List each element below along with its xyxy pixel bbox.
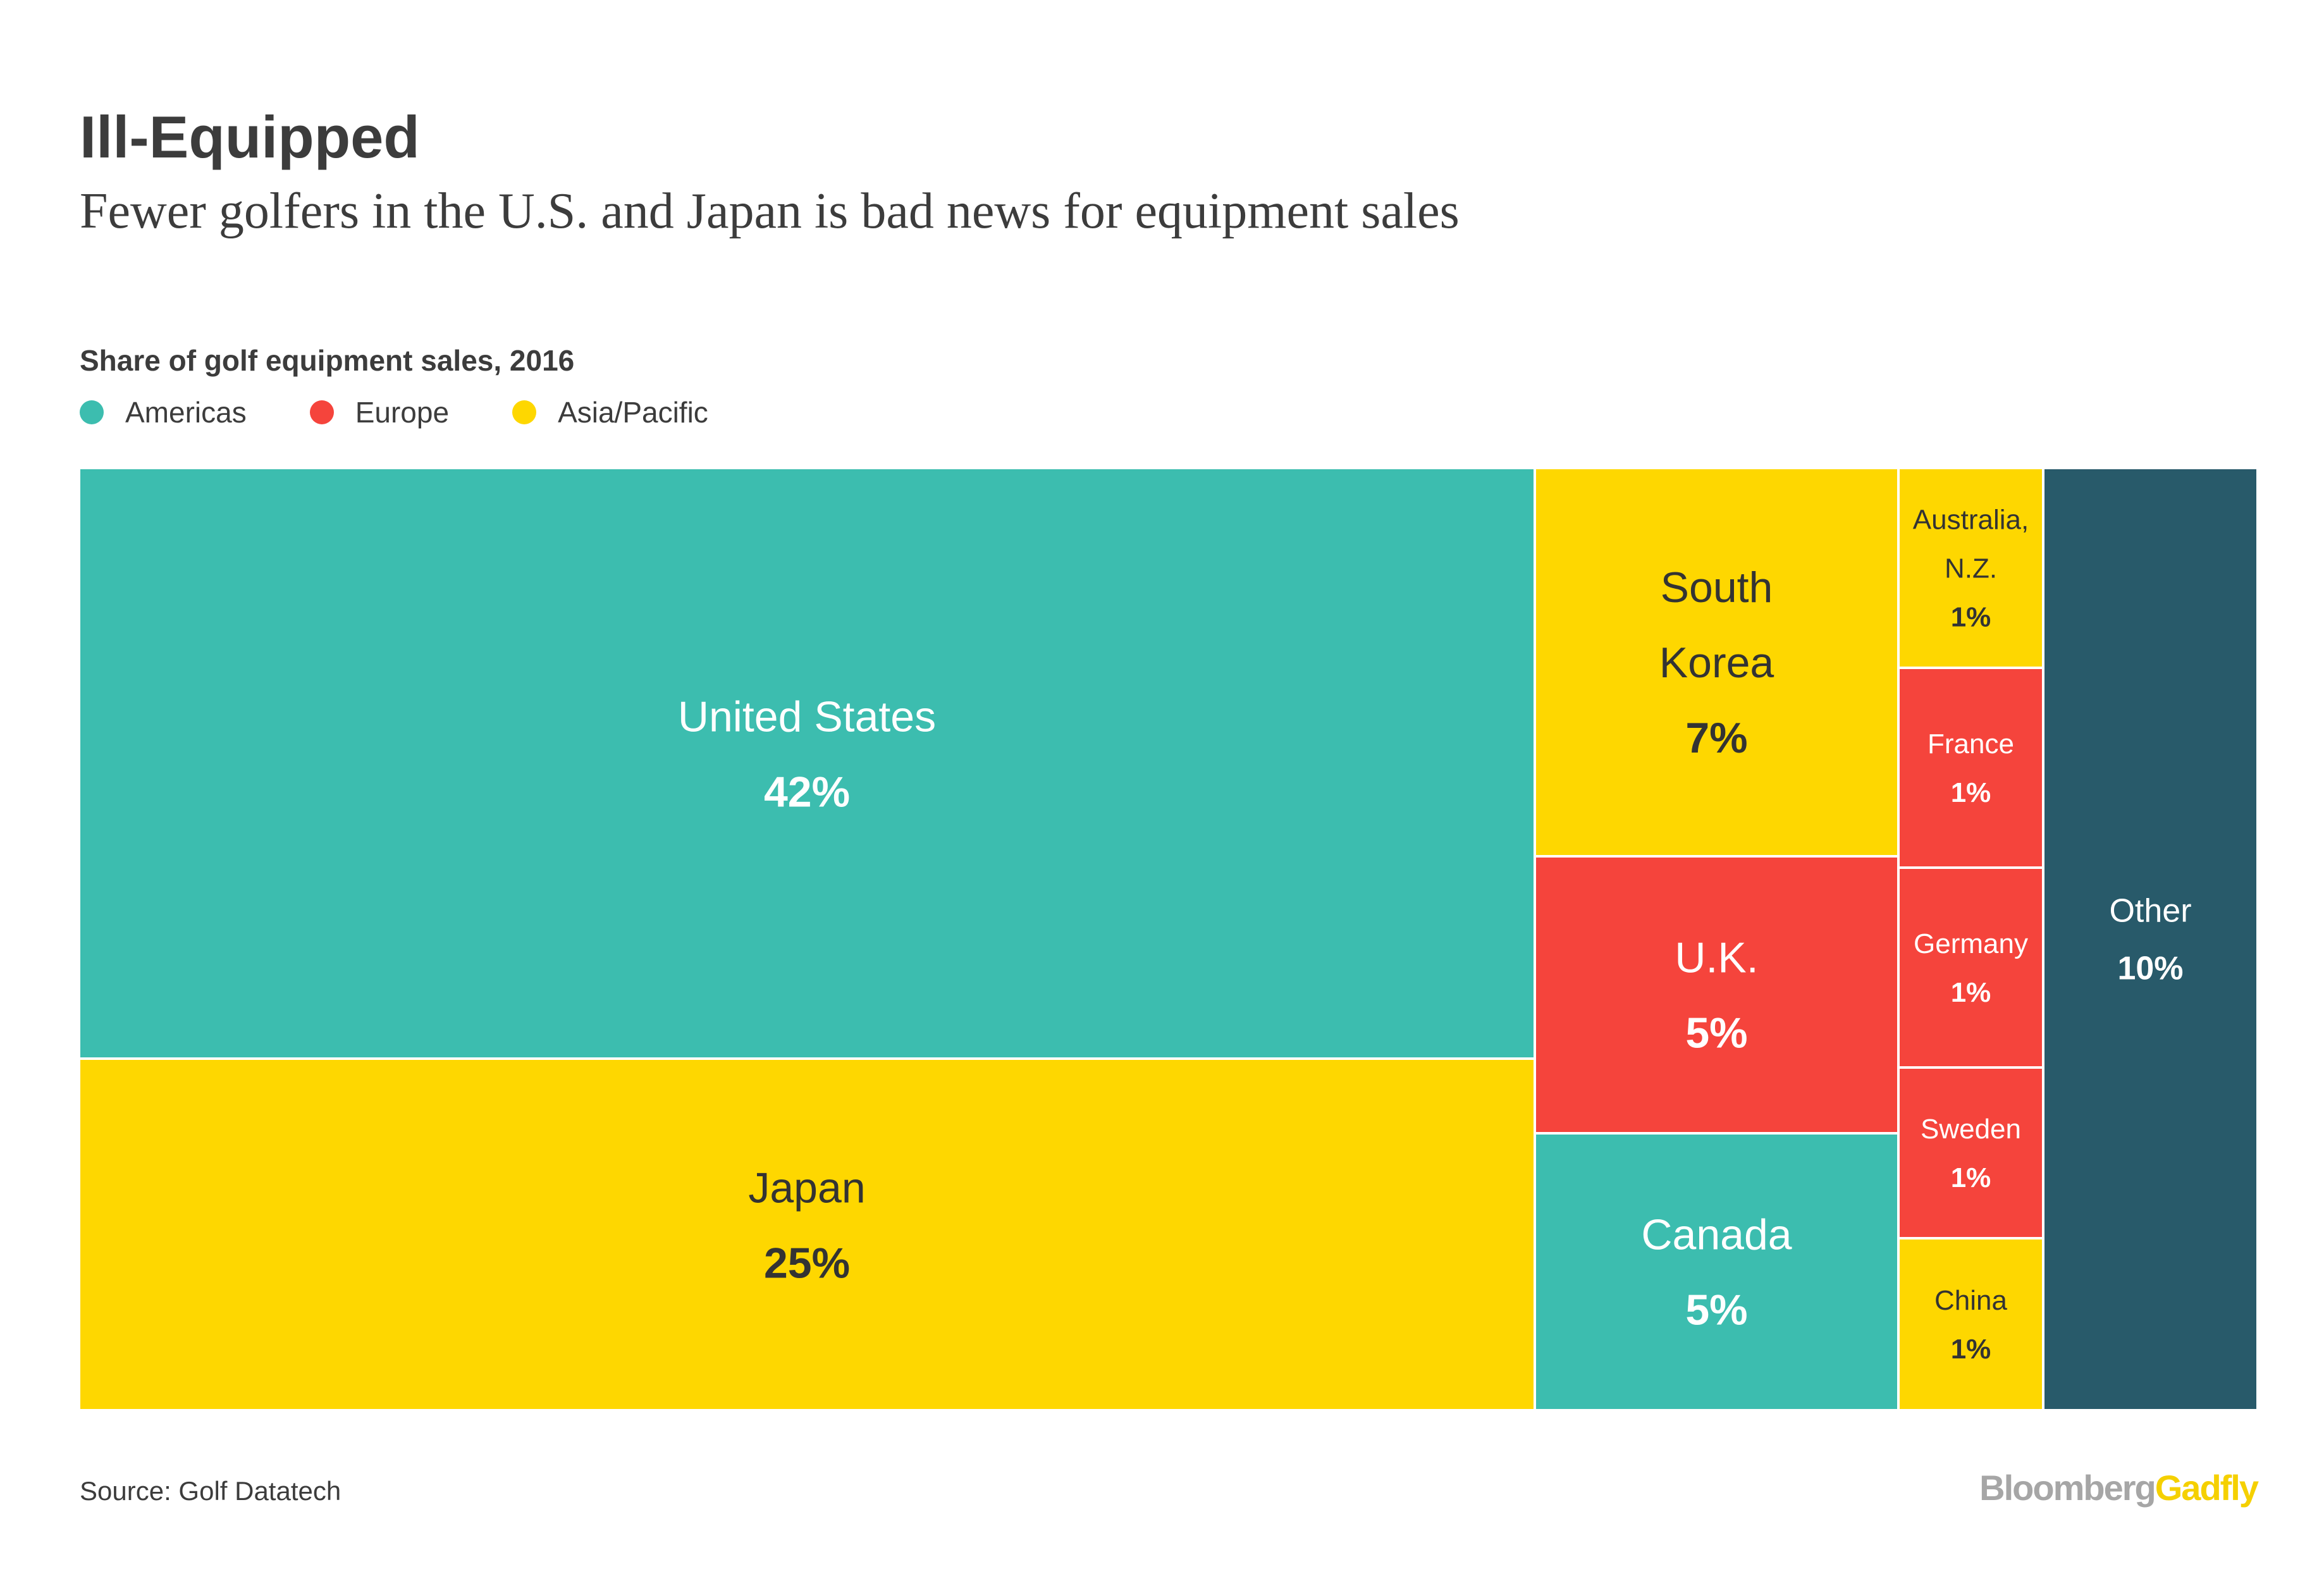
- tile-sweden: Sweden 1%: [1897, 1066, 2044, 1240]
- tile-other: Other 10%: [2042, 468, 2258, 1410]
- tile-value-germany: 1%: [1951, 977, 1991, 1008]
- tile-rect-sweden: [1897, 1066, 2044, 1240]
- legend-label-americas: Americas: [125, 396, 247, 429]
- tile-value-canada: 5%: [1685, 1286, 1747, 1334]
- tile-rect-france: [1897, 667, 2044, 869]
- logo-part-bloomberg: Bloomberg: [1979, 1468, 2156, 1508]
- source-note: Source: Golf Datatech: [80, 1476, 341, 1506]
- legend: Americas Europe Asia/Pacific: [80, 393, 772, 431]
- tile-china: China 1%: [1897, 1237, 2044, 1410]
- tile-value-australia-n-z: 1%: [1951, 601, 1991, 632]
- tile-rect-u-k: [1534, 855, 1900, 1135]
- tile-label-france: France: [1927, 729, 2014, 760]
- tile-rect-canada: [1534, 1132, 1900, 1410]
- tile-value-south-korea: 7%: [1685, 714, 1747, 762]
- tile-value-united-states: 42%: [764, 768, 850, 816]
- tile-label-south-korea-line1: South: [1661, 563, 1773, 612]
- legend-item-americas: Americas: [80, 395, 247, 429]
- tile-canada: Canada 5%: [1534, 1132, 1900, 1410]
- tile-label-united-states: United States: [678, 692, 936, 741]
- tile-rect-south-korea: [1534, 468, 1900, 858]
- tile-label-australia-n-z-line2: N.Z.: [1945, 553, 1997, 584]
- tile-france: France 1%: [1897, 667, 2044, 869]
- tile-rect-other: [2042, 468, 2258, 1410]
- tile-value-other: 10%: [2117, 950, 2183, 987]
- bloomberg-gadfly-logo: BloombergGadfly: [1979, 1466, 2259, 1510]
- tile-rect-united-states: [79, 468, 1536, 1060]
- tile-label-other: Other: [2109, 893, 2191, 930]
- tile-label-sweden: Sweden: [1921, 1114, 2021, 1145]
- tile-label-canada: Canada: [1641, 1210, 1792, 1258]
- tile-germany: Germany 1%: [1897, 866, 2044, 1069]
- legend-label-europe: Europe: [355, 396, 450, 429]
- chart-subtitle: Fewer golfers in the U.S. and Japan is b…: [80, 183, 1460, 239]
- treemap-chart: United States 42% Japan 25% South Korea 7% U.K.…: [79, 468, 2258, 1410]
- tile-value-u-k: 5%: [1685, 1009, 1747, 1057]
- legend-item-asia-pacific: Asia/Pacific: [512, 395, 708, 429]
- tile-label-u-k: U.K.: [1675, 933, 1758, 981]
- tile-rect-china: [1897, 1237, 2044, 1410]
- tile-rect-germany: [1897, 866, 2044, 1069]
- legend-label-asia-pacific: Asia/Pacific: [558, 396, 708, 429]
- tile-value-sweden: 1%: [1951, 1162, 1991, 1193]
- tile-value-japan: 25%: [764, 1239, 850, 1287]
- tile-south-korea: South Korea 7%: [1534, 468, 1900, 858]
- tile-japan: Japan 25%: [79, 1057, 1536, 1410]
- tile-label-germany: Germany: [1914, 928, 2028, 959]
- tile-rect-japan: [79, 1057, 1536, 1410]
- tile-united-states: United States 42%: [79, 468, 1536, 1060]
- legend-swatch-europe: [309, 400, 334, 424]
- legend-swatch-asia-pacific: [512, 400, 537, 424]
- chart-label: Share of golf equipment sales, 2016: [80, 344, 575, 377]
- tile-u-k: U.K. 5%: [1534, 855, 1900, 1135]
- legend-swatch-americas: [80, 400, 104, 424]
- tile-rect-australia-n-z: [1897, 468, 2044, 669]
- tile-label-south-korea-line2: Korea: [1659, 639, 1774, 687]
- tile-value-china: 1%: [1951, 1334, 1991, 1365]
- chart-title: Ill-Equipped: [80, 104, 420, 170]
- tile-label-china: China: [1934, 1285, 2007, 1316]
- tile-label-japan: Japan: [748, 1164, 865, 1212]
- tile-value-france: 1%: [1951, 777, 1991, 808]
- tile-australia-n-z: Australia, N.Z. 1%: [1897, 468, 2044, 669]
- logo-part-gadfly: Gadfly: [2155, 1468, 2259, 1508]
- tile-label-australia-n-z-line1: Australia,: [1913, 504, 2029, 535]
- legend-item-europe: Europe: [309, 395, 450, 429]
